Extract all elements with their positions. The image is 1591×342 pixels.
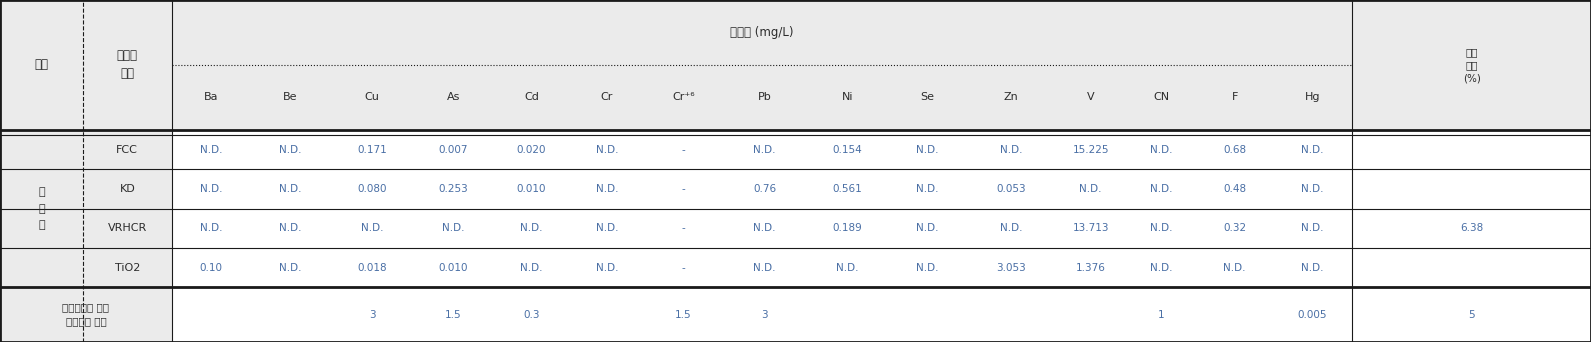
Text: Ni: Ni [842, 92, 853, 103]
Text: 구분: 구분 [35, 58, 48, 71]
Text: N.D.: N.D. [1150, 145, 1173, 155]
Text: Cr: Cr [601, 92, 613, 103]
Text: 0.010: 0.010 [517, 184, 546, 194]
Text: 0.005: 0.005 [1298, 310, 1327, 320]
Text: 0.053: 0.053 [996, 184, 1026, 194]
Bar [0, 65, 1591, 130]
Text: N.D.: N.D. [199, 145, 223, 155]
Text: 0.154: 0.154 [832, 145, 862, 155]
Text: 3: 3 [760, 310, 768, 320]
Text: -: - [681, 223, 686, 233]
Text: VRHCR: VRHCR [108, 223, 146, 233]
Text: 1.376: 1.376 [1076, 263, 1106, 273]
Text: N.D.: N.D. [199, 223, 223, 233]
Text: FCC: FCC [116, 145, 138, 155]
Text: Pb: Pb [757, 92, 772, 103]
Text: 0.080: 0.080 [358, 184, 387, 194]
Text: V: V [1087, 92, 1095, 103]
Text: 중금속 (mg/L): 중금속 (mg/L) [730, 26, 794, 39]
Text: 0.3: 0.3 [523, 310, 539, 320]
Text: N.D.: N.D. [1301, 263, 1324, 273]
Text: 0.32: 0.32 [1223, 223, 1246, 233]
Text: N.D.: N.D. [1301, 184, 1324, 194]
Text: Cr⁺⁶: Cr⁺⁶ [671, 92, 695, 103]
Text: Cd: Cd [523, 92, 539, 103]
Text: N.D.: N.D. [753, 223, 776, 233]
Text: N.D.: N.D. [753, 263, 776, 273]
Text: 1.5: 1.5 [445, 310, 461, 320]
Text: N.D.: N.D. [1150, 184, 1173, 194]
Text: N.D.: N.D. [999, 223, 1023, 233]
Text: N.D.: N.D. [278, 223, 302, 233]
Text: 0.189: 0.189 [832, 223, 862, 233]
Text: 0.171: 0.171 [358, 145, 387, 155]
Text: N.D.: N.D. [999, 145, 1023, 155]
Text: N.D.: N.D. [595, 223, 619, 233]
Text: 0.018: 0.018 [358, 263, 387, 273]
Text: N.D.: N.D. [916, 145, 939, 155]
Text: Se: Se [921, 92, 934, 103]
Text: Ba: Ba [204, 92, 218, 103]
Text: N.D.: N.D. [278, 145, 302, 155]
Text: KD: KD [119, 184, 135, 194]
Text: 0.020: 0.020 [517, 145, 546, 155]
Text: Be: Be [283, 92, 298, 103]
Text: N.D.: N.D. [1150, 263, 1173, 273]
Text: N.D.: N.D. [1150, 223, 1173, 233]
Text: 0.253: 0.253 [439, 184, 468, 194]
Text: N.D.: N.D. [916, 223, 939, 233]
Text: N.D.: N.D. [278, 184, 302, 194]
Text: 15.225: 15.225 [1072, 145, 1109, 155]
Text: 0.010: 0.010 [439, 263, 468, 273]
Text: N.D.: N.D. [199, 184, 223, 194]
Text: F: F [1231, 92, 1238, 103]
Text: 0.561: 0.561 [832, 184, 862, 194]
Text: N.D.: N.D. [1301, 145, 1324, 155]
Text: 지정폐기물 함유
유해물질 기준: 지정폐기물 함유 유해물질 기준 [62, 303, 110, 327]
Text: N.D.: N.D. [361, 223, 383, 233]
Text: 0.76: 0.76 [753, 184, 776, 194]
Text: N.D.: N.D. [753, 145, 776, 155]
Text: -: - [681, 145, 686, 155]
Text: N.D.: N.D. [520, 223, 543, 233]
Text: N.D.: N.D. [595, 145, 619, 155]
Text: 3: 3 [369, 310, 375, 320]
Text: N.D.: N.D. [595, 184, 619, 194]
Text: -: - [681, 184, 686, 194]
Text: N.D.: N.D. [916, 184, 939, 194]
Text: N.D.: N.D. [835, 263, 859, 273]
Bar [0, 287, 172, 342]
Text: N.D.: N.D. [1079, 184, 1103, 194]
Text: 0.48: 0.48 [1223, 184, 1246, 194]
Bar [0, 0, 1591, 65]
Text: N.D.: N.D. [442, 223, 465, 233]
Text: N.D.: N.D. [595, 263, 619, 273]
Text: CN: CN [1153, 92, 1169, 103]
Text: 13.713: 13.713 [1072, 223, 1109, 233]
Text: 1.5: 1.5 [675, 310, 692, 320]
Text: Zn: Zn [1004, 92, 1018, 103]
Text: 폐
촉
매: 폐 촉 매 [38, 187, 45, 230]
Text: 0.68: 0.68 [1223, 145, 1246, 155]
Text: N.D.: N.D. [520, 263, 543, 273]
Text: 3.053: 3.053 [996, 263, 1026, 273]
Text: 기름
성분
(%): 기름 성분 (%) [1462, 47, 1481, 83]
Text: -: - [681, 263, 686, 273]
Bar [0, 130, 172, 287]
Text: 6.38: 6.38 [1461, 223, 1483, 233]
Text: 0.10: 0.10 [199, 263, 223, 273]
Text: N.D.: N.D. [1301, 223, 1324, 233]
Text: TiO2: TiO2 [115, 263, 140, 273]
Text: 5: 5 [1468, 310, 1475, 320]
Text: 0.007: 0.007 [439, 145, 468, 155]
Text: 폐기물
종류: 폐기물 종류 [116, 50, 138, 80]
Text: Hg: Hg [1305, 92, 1321, 103]
Text: Cu: Cu [364, 92, 380, 103]
Text: 1: 1 [1158, 310, 1165, 320]
Text: N.D.: N.D. [1223, 263, 1246, 273]
Text: N.D.: N.D. [916, 263, 939, 273]
Text: N.D.: N.D. [278, 263, 302, 273]
Text: As: As [447, 92, 460, 103]
